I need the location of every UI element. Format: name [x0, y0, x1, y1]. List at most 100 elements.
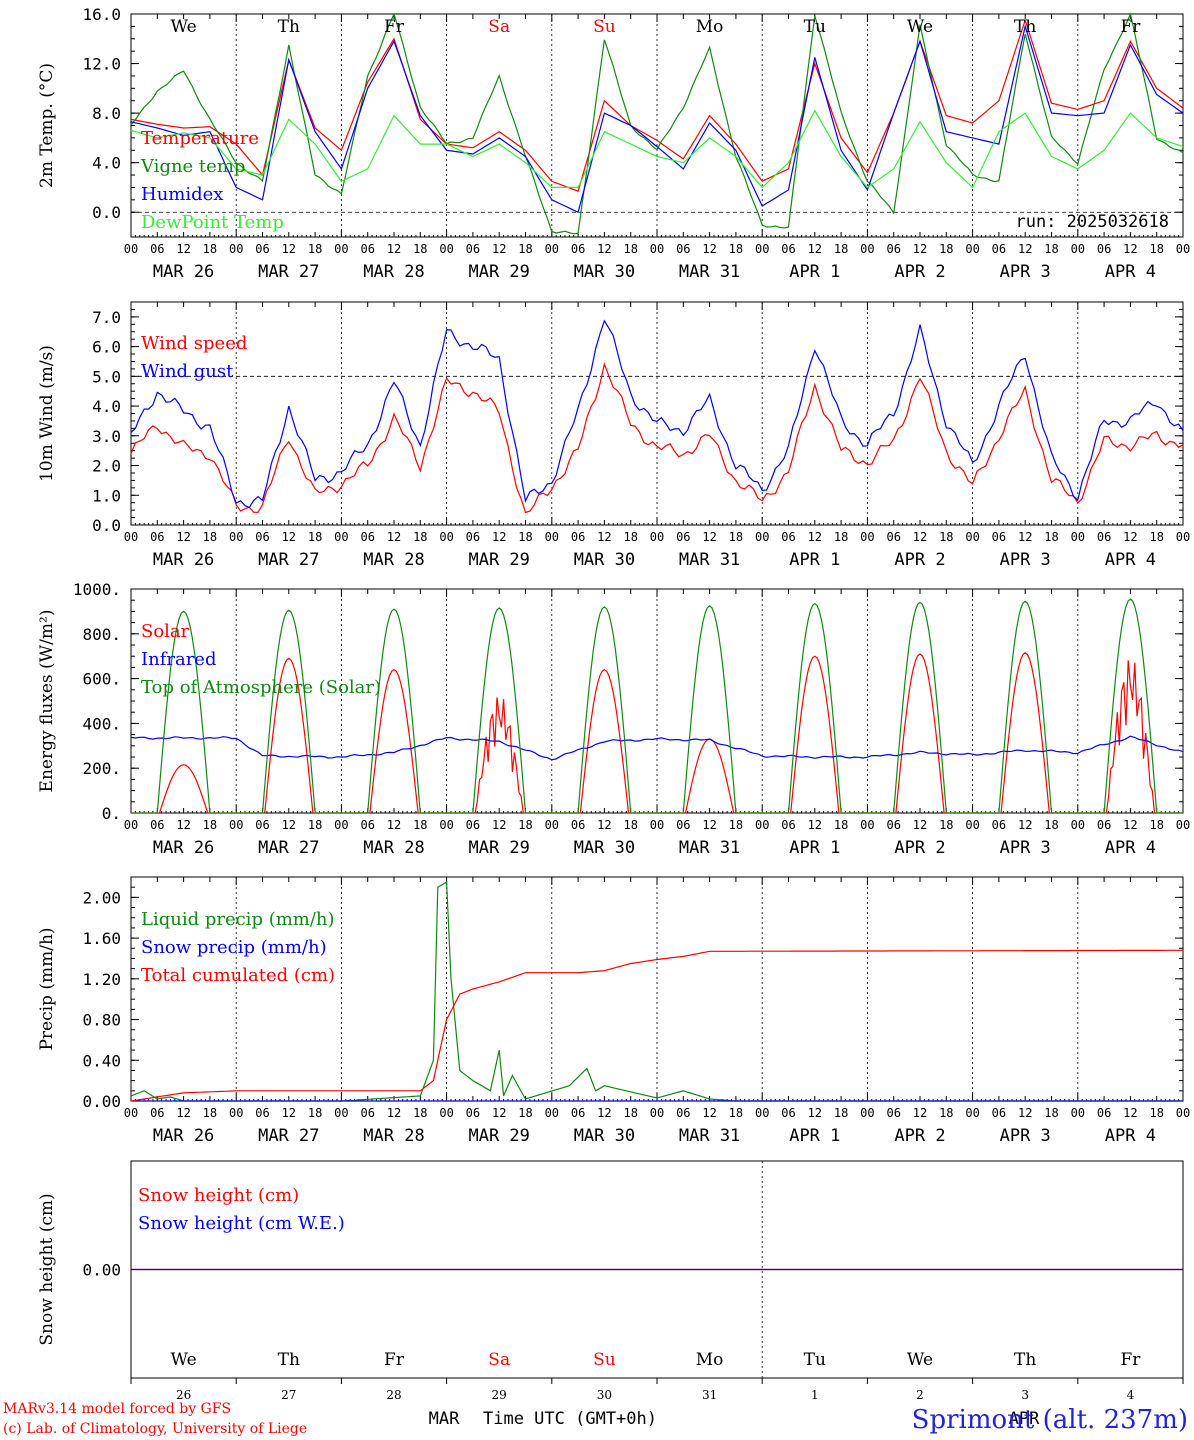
panel-2: 00 06 12 18 MAR 26 00 06 12 18 MAR 27 00 06 12 18 MAR … — [37, 301, 1190, 570]
y-tick-label: 0.40 — [82, 1051, 121, 1070]
y-tick-label: 4.0 — [92, 397, 121, 416]
hour-tick-label: 12 — [1018, 1106, 1032, 1120]
hour-tick-label: 06 — [466, 818, 480, 832]
y-tick-label: 3.0 — [92, 427, 121, 446]
hour-tick-label: 00 — [1176, 242, 1190, 256]
legend-entry: Wind gust — [141, 361, 234, 382]
hour-tick-label: 18 — [834, 1106, 848, 1120]
hour-tick-label: 12 — [282, 818, 296, 832]
date-label: MAR 30 — [574, 550, 635, 570]
date-label: APR 3 — [1000, 550, 1051, 570]
day-number-label: 1 — [811, 1388, 819, 1402]
weekday-label: Th — [278, 1350, 300, 1370]
hour-tick-label: 18 — [308, 242, 322, 256]
panel-1: 00 06 12 18 MAR 26 00 06 12 18 MAR 27 00 06 12 18 MAR … — [37, 5, 1190, 282]
day-number-label: 30 — [597, 1388, 612, 1402]
hour-tick-label: 18 — [729, 1106, 743, 1120]
hour-tick-label: 12 — [913, 1106, 927, 1120]
hour-tick-label: 18 — [1149, 818, 1163, 832]
series-line-dewpoint-temp — [130, 109, 1184, 189]
hour-tick-label: 12 — [597, 530, 611, 544]
date-label: MAR 31 — [679, 838, 740, 858]
y-tick-label: 0. — [102, 804, 121, 823]
hour-tick-label: 18 — [518, 530, 532, 544]
hour-tick-label: 12 — [1123, 818, 1137, 832]
hour-tick-label: 18 — [1044, 818, 1058, 832]
hour-tick-label: 00 — [650, 242, 664, 256]
y-tick-label: 800. — [82, 625, 121, 644]
hour-tick-label: 00 — [545, 1106, 559, 1120]
hour-tick-label: 12 — [1018, 242, 1032, 256]
legend-entry: Solar — [141, 621, 190, 642]
hour-tick-label: 06 — [360, 818, 374, 832]
legend-entry: Humidex — [141, 184, 223, 205]
hour-tick-label: 06 — [571, 818, 585, 832]
date-label: MAR 28 — [363, 1126, 424, 1146]
hour-tick-label: 18 — [834, 818, 848, 832]
hour-tick-label: 12 — [492, 242, 506, 256]
series-line-vigne-temp — [130, 12, 1184, 235]
hour-tick-label: 12 — [913, 242, 927, 256]
y-axis-title: Energy fluxes (W/m²) — [37, 610, 57, 793]
hour-tick-label: 18 — [203, 818, 217, 832]
hour-tick-label: 00 — [229, 1106, 243, 1120]
date-label: MAR 29 — [468, 838, 529, 858]
date-label: MAR 29 — [468, 1126, 529, 1146]
y-tick-label: 12.0 — [82, 55, 121, 74]
hour-tick-label: 00 — [860, 1106, 874, 1120]
hour-tick-label: 06 — [571, 530, 585, 544]
date-label: APR 4 — [1105, 1126, 1156, 1146]
weekday-label: Fr — [1120, 17, 1141, 37]
y-tick-label: 1000. — [73, 580, 121, 599]
hour-tick-label: 18 — [1044, 1106, 1058, 1120]
hour-tick-label: 12 — [702, 530, 716, 544]
hour-tick-label: 18 — [1044, 530, 1058, 544]
legend-entry: Vigne temp — [140, 156, 245, 177]
legend-entry: Snow precip (mm/h) — [141, 937, 327, 958]
series-line-top-of-atmosphere-solar- — [131, 598, 1183, 814]
model-credit: MARv3.14 model forced by GFS — [3, 1401, 231, 1417]
hour-tick-label: 06 — [360, 242, 374, 256]
day-number-label: 31 — [702, 1388, 717, 1402]
hour-tick-label: 00 — [965, 818, 979, 832]
hour-tick-label: 00 — [439, 1106, 453, 1120]
series-line-total-cumulated-cm- — [130, 949, 1183, 1102]
date-label: APR 3 — [1000, 262, 1051, 282]
date-label: APR 1 — [789, 262, 840, 282]
hour-tick-label: 06 — [360, 1106, 374, 1120]
y-tick-label: 1.0 — [92, 486, 121, 505]
hour-tick-label: 00 — [334, 242, 348, 256]
panel-4: 00 06 12 18 MAR 26 00 06 12 18 MAR 27 00 06 12 18 MAR … — [37, 876, 1190, 1146]
legend-entry: DewPoint Temp — [141, 212, 284, 233]
date-label: MAR 30 — [574, 1126, 635, 1146]
y-axis-title: Precip (mm/h) — [37, 927, 57, 1050]
hour-tick-label: 18 — [1149, 1106, 1163, 1120]
date-label: MAR 28 — [363, 262, 424, 282]
legend-entry: Wind speed — [141, 333, 247, 354]
weekday-label: Sa — [488, 17, 510, 37]
weekday-label: Sa — [488, 1350, 510, 1370]
date-label: MAR 31 — [679, 262, 740, 282]
hour-tick-label: 18 — [203, 1106, 217, 1120]
date-label: MAR 29 — [468, 262, 529, 282]
y-tick-label: 400. — [82, 714, 121, 733]
hour-tick-label: 12 — [387, 530, 401, 544]
hour-tick-label: 12 — [282, 242, 296, 256]
panel-5: 0.00 Snow height (cm) Snow height (cm) Snow… — [37, 1160, 1184, 1402]
hour-tick-label: 06 — [992, 818, 1006, 832]
hour-tick-label: 00 — [334, 530, 348, 544]
date-label: MAR 26 — [153, 550, 214, 570]
hour-tick-label: 06 — [255, 818, 269, 832]
legend-entry: Top of Atmosphere (Solar) — [141, 677, 381, 698]
hour-tick-label: 06 — [676, 1106, 690, 1120]
hour-tick-label: 00 — [124, 242, 138, 256]
weekday-label: Th — [1014, 17, 1036, 37]
hour-tick-label: 00 — [124, 530, 138, 544]
hour-tick-label: 18 — [623, 1106, 637, 1120]
hour-tick-label: 00 — [755, 818, 769, 832]
hour-tick-label: 06 — [255, 242, 269, 256]
hour-tick-label: 18 — [1149, 242, 1163, 256]
hour-tick-label: 00 — [650, 818, 664, 832]
date-label: APR 2 — [894, 262, 945, 282]
hour-tick-label: 12 — [597, 242, 611, 256]
